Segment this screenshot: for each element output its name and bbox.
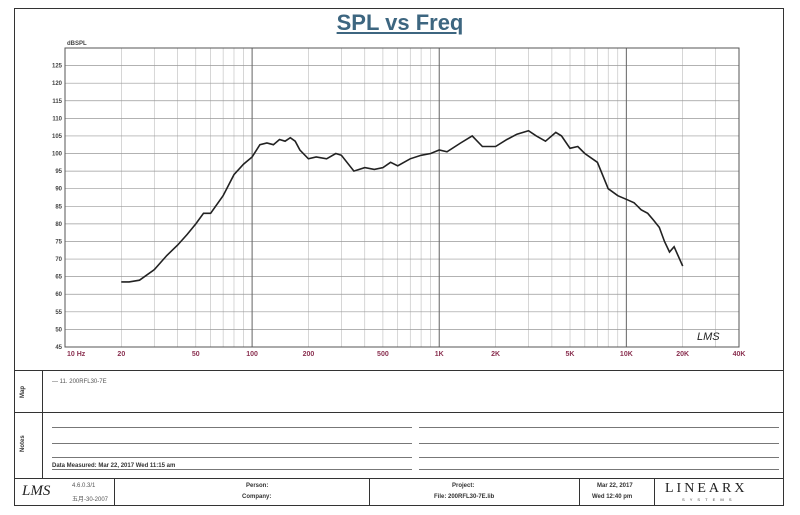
date-measured: Data Measured: Mar 22, 2017 Wed 11:15 am (52, 463, 176, 469)
footer: LMS 4.6.0.3/1 五月-30-2007 Person: Company… (14, 478, 784, 506)
y-tick-label: 95 (55, 169, 62, 175)
x-tick-label: 1K (435, 351, 444, 358)
y-tick-label: 85 (55, 204, 62, 210)
x-tick-labels: 10 Hz 20 50 100 200 500 1K 2K 5K 10K 20K 40K (67, 351, 745, 358)
chart-frame (14, 8, 784, 506)
grid-major (65, 48, 739, 348)
y-tick-label: 110 (52, 116, 62, 122)
series-line-200RFL30-7E (121, 129, 684, 283)
project-label: Project: (452, 483, 475, 489)
x-tick-label: 50 (192, 351, 200, 358)
y-tick-label: 45 (55, 345, 62, 351)
y-tick-label: 125 (52, 64, 63, 70)
y-tick-label: 105 (52, 134, 63, 140)
y-tick-label: 70 (55, 257, 62, 263)
footer-time: Wed 12:40 pm (592, 494, 633, 500)
y-tick-label: 115 (52, 99, 62, 105)
linearx-logo-sub: S Y S T E M S (682, 497, 734, 502)
x-tick-label: 20K (676, 351, 689, 358)
x-tick-label: 100 (246, 351, 258, 358)
x-tick-label: 20 (117, 351, 125, 358)
plot-border (64, 47, 740, 348)
y-tick-label: 50 (55, 327, 62, 333)
y-tick-label: 80 (55, 222, 62, 228)
company-label: Company: (242, 494, 272, 500)
x-tick-label: 10 Hz (67, 351, 86, 358)
y-tick-label: 65 (55, 275, 62, 281)
x-tick-label: 2K (491, 351, 500, 358)
footer-lms-logo: LMS (22, 483, 51, 499)
x-tick-label: 200 (303, 351, 315, 358)
software-version: 4.6.0.3/1 (72, 483, 96, 489)
x-tick-label: 500 (377, 351, 389, 358)
x-tick-label: 10K (620, 351, 633, 358)
legend-entry: — 11. 200RFL30-7E (52, 379, 107, 385)
x-tick-label: 40K (733, 351, 746, 358)
footer-date: Mar 22, 2017 (597, 483, 633, 489)
file-label: File: 200RFL30-7E.lib (434, 494, 495, 500)
notes-label: Notes (20, 435, 26, 452)
y-tick-label: 100 (52, 152, 63, 158)
linearx-logo: LINEARX (665, 481, 748, 496)
y-tick-label: 75 (55, 239, 62, 245)
chart-title: SPL vs Freq (336, 10, 464, 35)
lms-graph-logo: LMS (697, 331, 720, 343)
map-section: — 11. 200RFL30-7E (14, 370, 784, 412)
person-label: Person: (246, 483, 269, 489)
x-tick-label: 5K (566, 351, 575, 358)
y-tick-label: 90 (55, 187, 62, 193)
notes-section: Data Measured: Mar 22, 2017 Wed 11:15 am (14, 412, 784, 478)
y-tick-labels: 45 50 55 60 65 70 75 80 85 90 95 100 105 110 115 120 125 (52, 64, 63, 351)
map-label: Map (20, 386, 26, 398)
y-tick-label: 120 (52, 81, 63, 87)
y-tick-label: 60 (55, 292, 62, 298)
y-axis-label: dBSPL (67, 41, 87, 47)
y-tick-label: 55 (55, 310, 62, 316)
software-date: 五月-30-2007 (72, 497, 109, 503)
